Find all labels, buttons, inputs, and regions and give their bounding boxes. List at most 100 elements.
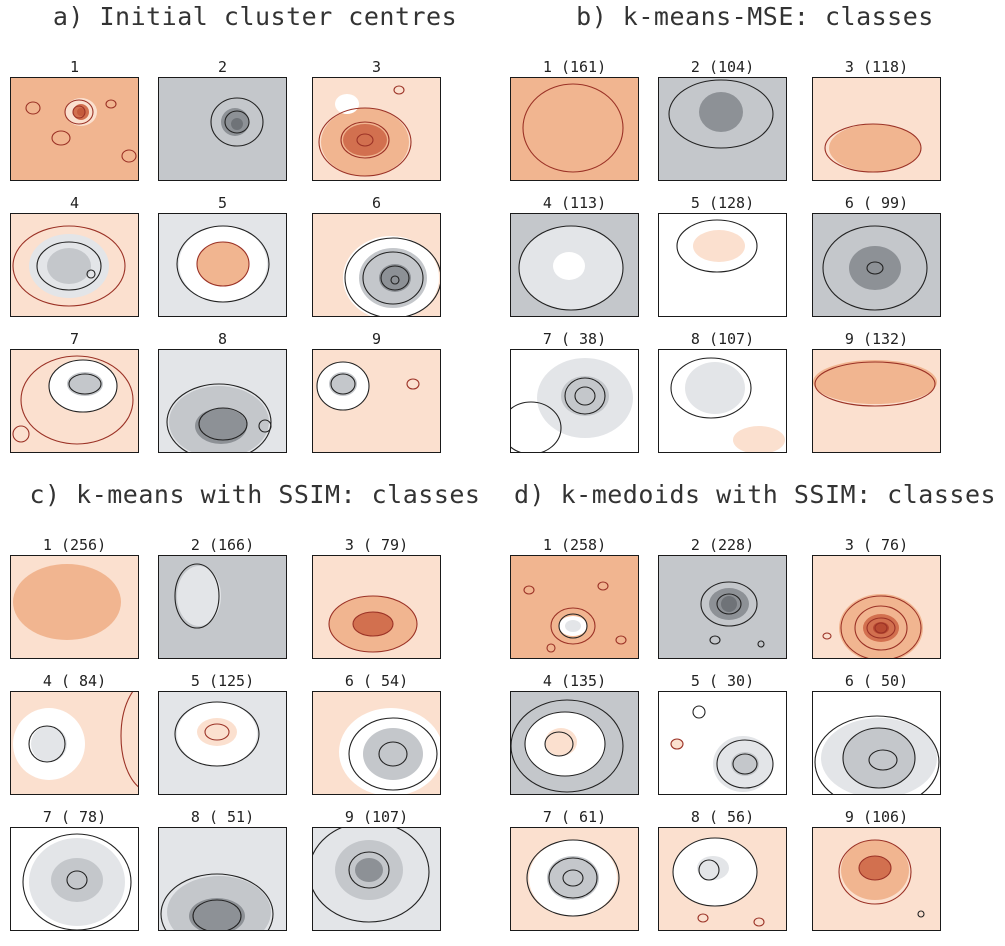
contour-line	[670, 738, 684, 750]
contour-line	[824, 123, 922, 173]
cluster-panel: 9 (106)	[812, 808, 941, 931]
cluster-map	[312, 691, 441, 795]
quadrant-title: d) k-medoids with SSIM: classes	[513, 480, 997, 509]
field-shading	[721, 596, 737, 612]
contour-line	[518, 225, 624, 311]
cluster-field	[313, 78, 440, 180]
panel-label: 4 ( 84)	[42, 672, 107, 690]
contour-line	[822, 225, 928, 311]
cluster-field	[813, 78, 940, 180]
cluster-field	[511, 78, 638, 180]
cluster-field	[11, 350, 138, 452]
cluster-field	[659, 556, 786, 658]
contour-line	[548, 857, 598, 899]
cluster-field	[511, 556, 638, 658]
cluster-panel: 4 (113)	[510, 194, 639, 317]
cluster-map	[510, 827, 639, 931]
cluster-field	[659, 78, 786, 180]
cluster-panel: 4 (135)	[510, 672, 639, 795]
quadrant-title: a) Initial cluster centres	[52, 2, 458, 31]
field-shading	[553, 252, 585, 280]
cluster-map	[658, 555, 787, 659]
cluster-map	[812, 691, 941, 795]
cluster-panel: 1 (258)	[510, 536, 639, 659]
field-shading	[565, 620, 581, 632]
contour-line	[700, 581, 758, 627]
cluster-map	[510, 77, 639, 181]
panel-label: 6 ( 54)	[344, 672, 409, 690]
panel-label: 1 (161)	[542, 58, 607, 76]
contour-line	[86, 269, 96, 279]
contour-line	[330, 373, 356, 395]
panel-label: 1	[69, 58, 80, 76]
cluster-panel: 6 ( 50)	[812, 672, 941, 795]
panel-label: 5	[217, 194, 228, 212]
contour-line	[753, 917, 765, 927]
cluster-map	[312, 555, 441, 659]
field-shading	[355, 858, 383, 882]
cluster-map	[812, 213, 941, 317]
contour-line	[574, 386, 596, 406]
cluster-map	[312, 349, 441, 453]
cluster-map	[10, 827, 139, 931]
contour-line	[698, 859, 720, 881]
contour-line	[842, 727, 916, 789]
cluster-map	[158, 691, 287, 795]
panel-label: 7 ( 38)	[542, 330, 607, 348]
cluster-map	[658, 349, 787, 453]
panel-label: 7	[69, 330, 80, 348]
contour-line	[917, 910, 925, 918]
cluster-panel: 8 ( 56)	[658, 808, 787, 931]
field-shading	[873, 622, 889, 634]
contour-line	[28, 725, 66, 763]
contour-line	[378, 741, 408, 767]
field-shading	[693, 230, 745, 262]
cluster-panel: 2 (104)	[658, 58, 787, 181]
field-background	[659, 214, 786, 316]
cluster-field	[659, 350, 786, 452]
panel-label: 3 ( 79)	[344, 536, 409, 554]
contour-line	[105, 99, 117, 109]
contour-line	[328, 595, 418, 653]
contour-line	[732, 753, 758, 775]
contour-line	[854, 605, 908, 651]
cluster-field	[11, 692, 138, 794]
field-shading	[547, 856, 599, 900]
field-shading	[177, 566, 221, 626]
cluster-field	[511, 350, 638, 452]
cluster-panel: 9 (107)	[312, 808, 441, 931]
field-shading	[231, 118, 243, 130]
field-shading	[363, 728, 423, 780]
panel-label: 9 (107)	[344, 808, 409, 826]
cluster-field	[659, 828, 786, 930]
quadrant-d: d) k-medoids with SSIM: classes 1 (258) 2…	[505, 478, 1005, 946]
contour-line	[313, 828, 430, 923]
cluster-map	[510, 555, 639, 659]
field-background	[159, 78, 286, 180]
cluster-map	[10, 555, 139, 659]
cluster-map	[658, 691, 787, 795]
panel-label: 2 (104)	[690, 58, 755, 76]
panel-label: 8	[217, 330, 228, 348]
field-shading	[195, 408, 247, 444]
cluster-field	[159, 214, 286, 316]
cluster-panel: 8 ( 51)	[158, 808, 287, 931]
cluster-map	[658, 827, 787, 931]
cluster-panel: 7 ( 78)	[10, 808, 139, 931]
cluster-field	[159, 350, 286, 452]
panel-label: 8 (107)	[690, 330, 755, 348]
cluster-field	[313, 556, 440, 658]
cluster-map	[812, 77, 941, 181]
panel-label: 1 (258)	[542, 536, 607, 554]
field-shading	[189, 898, 245, 930]
contour-line	[316, 361, 370, 411]
quadrant-title: b) k-means-MSE: classes	[576, 2, 934, 31]
panel-label: 2 (166)	[190, 536, 255, 554]
cluster-panel: 6 ( 54)	[312, 672, 441, 795]
contour-line	[672, 837, 758, 907]
cluster-panel: 7 ( 38)	[510, 330, 639, 453]
panel-label: 5 (125)	[190, 672, 255, 690]
cluster-map	[10, 691, 139, 795]
contour-line	[22, 833, 132, 930]
cluster-panel: 5 (125)	[158, 672, 287, 795]
